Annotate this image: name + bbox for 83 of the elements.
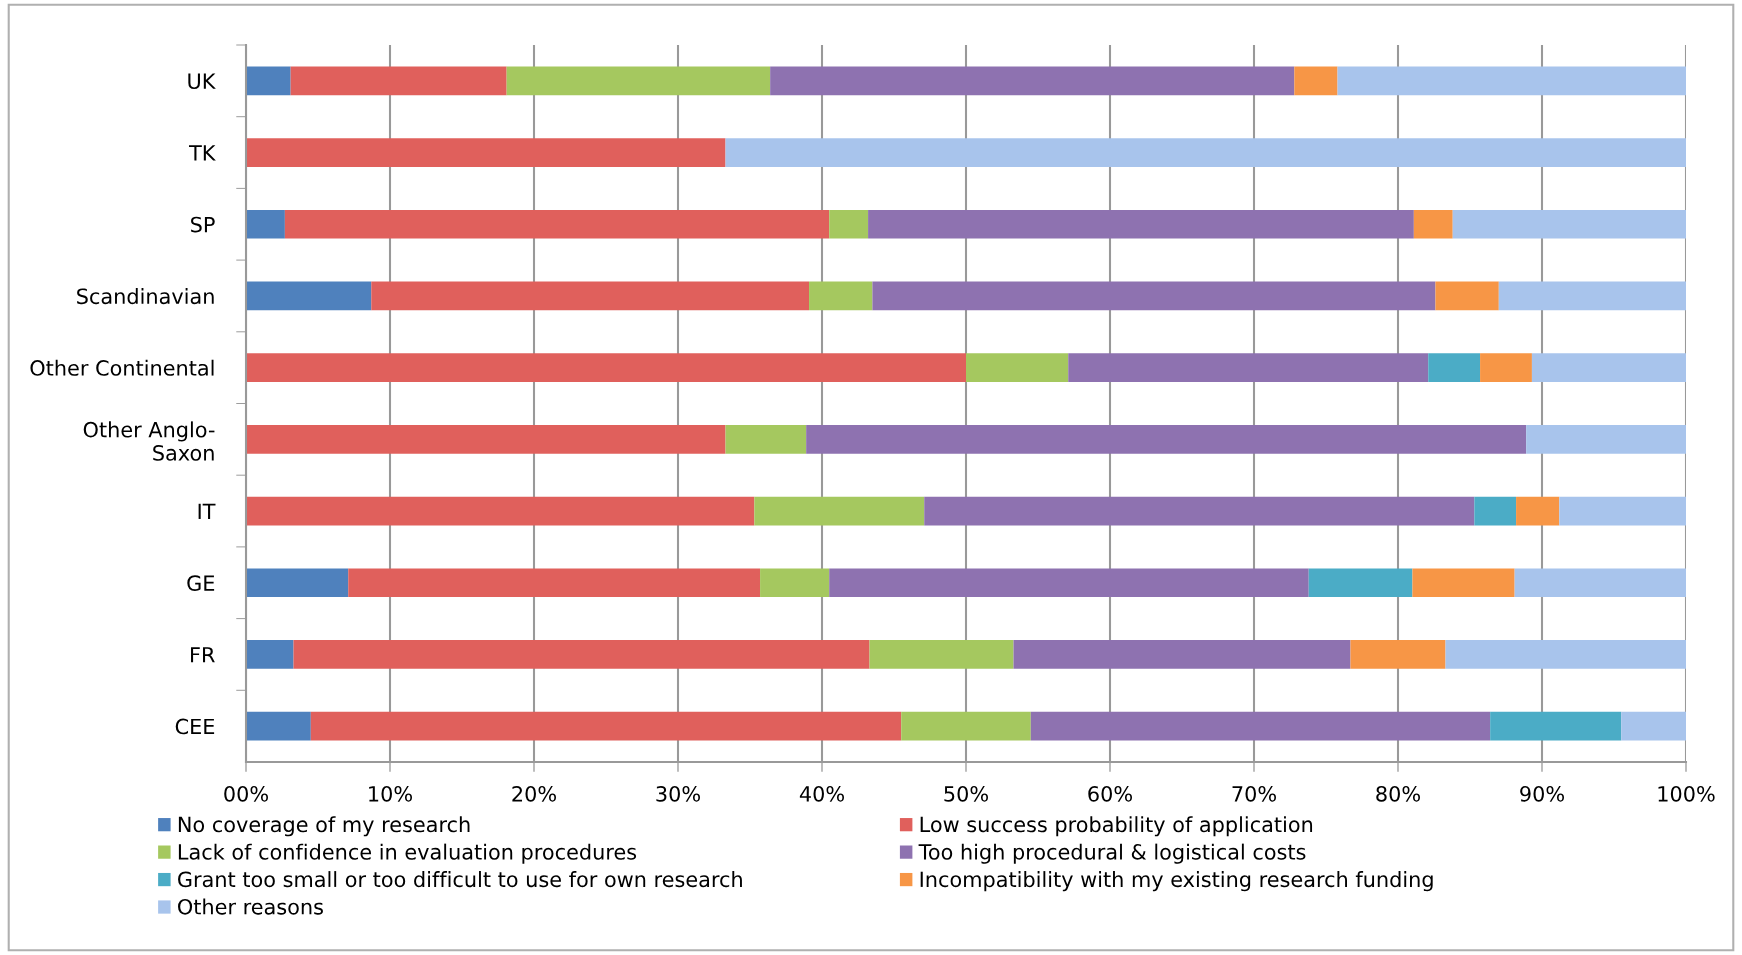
- bar: [1514, 568, 1686, 598]
- bar: [371, 281, 810, 311]
- x-tick-label: 50%: [944, 785, 988, 802]
- bar: [754, 496, 925, 526]
- x-tick-label: 80%: [1376, 785, 1420, 802]
- bar: [290, 66, 507, 96]
- bar: [246, 425, 726, 454]
- bar: [1337, 66, 1686, 96]
- y-tick-label: Other Continental: [30, 359, 214, 376]
- bar: [1516, 496, 1560, 526]
- bar: [1526, 425, 1686, 454]
- bar: [1474, 496, 1517, 526]
- bar: [872, 281, 1436, 311]
- x-tick-label: 10%: [369, 785, 412, 802]
- bar: [246, 353, 966, 382]
- bar: [1621, 711, 1686, 741]
- x-tick-label: 90%: [1520, 785, 1564, 802]
- bar: [829, 209, 869, 239]
- bar: [869, 640, 1014, 669]
- x-tick-label: 40%: [799, 785, 844, 802]
- legend-label: Incompatibility with my existing research funding: [920, 871, 1433, 892]
- bar: [246, 640, 294, 669]
- x-tick-label: 70%: [1232, 785, 1276, 802]
- bar: [760, 568, 830, 598]
- bar: [246, 209, 285, 239]
- bar: [924, 496, 1475, 526]
- bar: [293, 640, 870, 669]
- bar: [1452, 209, 1686, 239]
- legend-label: No coverage of my research: [178, 816, 470, 837]
- bar: [1308, 568, 1413, 598]
- bar: [1068, 353, 1429, 382]
- bar: [1412, 568, 1515, 598]
- bar: [1435, 281, 1499, 311]
- bar: [1350, 640, 1446, 669]
- bar: [246, 66, 291, 96]
- y-tick-label: IT: [198, 503, 216, 519]
- bar: [1445, 640, 1686, 669]
- y-tick-label: FR: [191, 647, 215, 663]
- bar: [868, 209, 1414, 239]
- legend-label: Grant too small or too difficult to use for own research: [178, 871, 742, 888]
- bar: [246, 711, 311, 741]
- y-tick-label: Scandinavian: [77, 288, 214, 305]
- bar: [829, 568, 1309, 598]
- legend-label: Lack of confidence in evaluation procedures: [178, 843, 637, 864]
- bar: [1030, 711, 1491, 741]
- bar: [1490, 711, 1622, 741]
- y-tick-label: UK: [188, 73, 216, 90]
- x-tick-label: 00%: [224, 785, 268, 802]
- bar: [348, 568, 761, 598]
- bar: [310, 711, 902, 741]
- bar: [246, 568, 349, 598]
- bar: [725, 425, 807, 454]
- y-tick-label: Other Anglo- Saxon: [83, 421, 215, 461]
- bar: [966, 353, 1069, 382]
- y-tick-label: SP: [191, 216, 215, 233]
- x-tick-label: 100%: [1658, 785, 1715, 802]
- bar: [1498, 281, 1686, 311]
- bar: [1013, 640, 1351, 669]
- bar: [809, 281, 873, 311]
- bar: [1559, 496, 1686, 526]
- x-tick-label: 30%: [656, 785, 700, 802]
- bar: [1413, 209, 1453, 239]
- bar: [806, 425, 1527, 454]
- bar: [246, 496, 755, 526]
- bar: [1531, 353, 1686, 382]
- legend-label: Low success probability of application: [920, 816, 1313, 837]
- y-tick-label: TK: [189, 145, 216, 161]
- y-tick-label: CEE: [175, 718, 215, 735]
- bar: [1428, 353, 1481, 382]
- bar: [1294, 66, 1338, 96]
- legend-label: Other reasons: [178, 898, 323, 915]
- legend-label: Too high procedural & logistical costs: [918, 843, 1306, 864]
- x-tick-label: 60%: [1088, 785, 1132, 802]
- bar: [725, 138, 1686, 167]
- bar: [246, 138, 726, 167]
- bar: [506, 66, 771, 96]
- bar: [246, 281, 372, 311]
- bar: [770, 66, 1295, 96]
- y-tick-label: GE: [187, 575, 215, 591]
- bar: [284, 209, 830, 239]
- bar: [1480, 353, 1532, 382]
- x-tick-label: 20%: [512, 785, 556, 802]
- bar: [901, 711, 1031, 741]
